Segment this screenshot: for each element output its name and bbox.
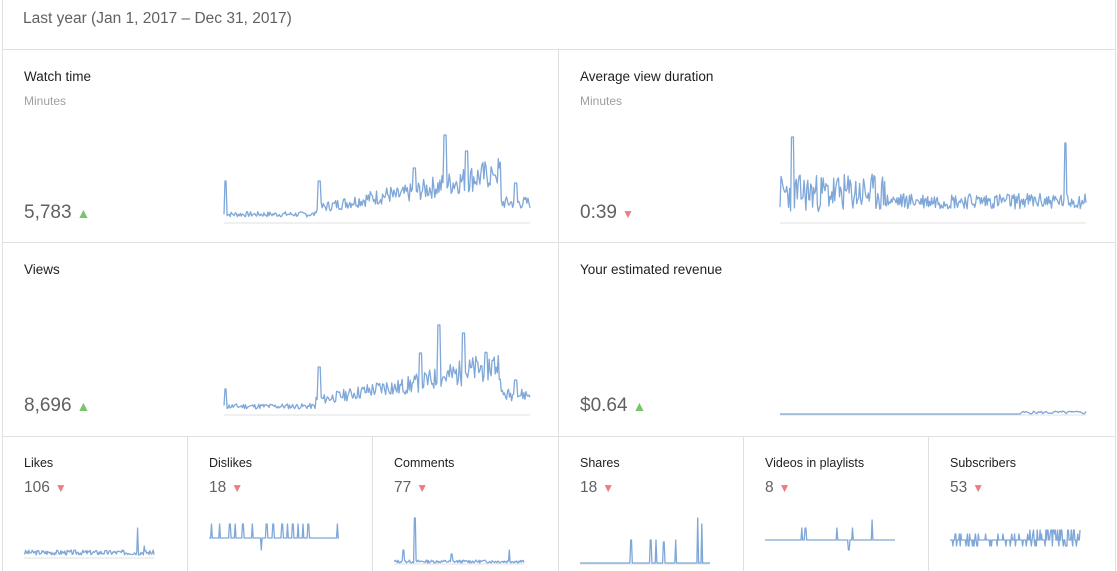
divider (3, 436, 1116, 437)
triangle-down-icon: ▼ (416, 481, 429, 495)
card-value: 0:39 (580, 202, 617, 223)
watch-time-sparkline (223, 134, 531, 224)
sparkline-series (950, 529, 1081, 547)
triangle-up-icon: ▲ (76, 398, 91, 414)
sparkline-series (765, 519, 895, 551)
divider (3, 49, 1116, 50)
videos-in-playlists-sparkline (765, 519, 895, 551)
card-value: 5,783 (24, 202, 72, 223)
card-value: 18 (580, 479, 598, 496)
card-value-row: 8,696 ▲ (24, 395, 90, 417)
subscribers-sparkline (950, 529, 1081, 547)
card-title: Subscribers (950, 456, 1016, 470)
triangle-up-icon: ▲ (76, 205, 91, 221)
card-value: 18 (209, 479, 227, 496)
card-value-row: $0.64 ▲ (580, 395, 646, 417)
divider (3, 242, 1116, 243)
card-value-row: 8 ▼ (765, 479, 791, 497)
card-value-row: 53 ▼ (950, 479, 984, 497)
triangle-down-icon: ▼ (231, 481, 244, 495)
card-unit: Minutes (580, 94, 623, 108)
card-value-row: 77 ▼ (394, 479, 428, 497)
sparkline-series (223, 324, 531, 410)
card-value: 8,696 (24, 395, 72, 416)
card-unit: Minutes (24, 94, 67, 108)
card-value: 77 (394, 479, 412, 496)
sparkline-series (209, 523, 339, 551)
card-title: Watch time (24, 69, 92, 84)
card-value: 8 (765, 479, 774, 496)
divider (558, 436, 559, 571)
card-title: Dislikes (209, 456, 253, 470)
triangle-down-icon: ▼ (602, 481, 615, 495)
triangle-down-icon: ▼ (972, 481, 985, 495)
divider (372, 436, 373, 571)
views-sparkline (223, 324, 531, 416)
card-value-row: 0:39 ▼ (580, 202, 634, 224)
card-value-row: 18 ▼ (209, 479, 243, 497)
card-value: 53 (950, 479, 968, 496)
avg-view-duration-sparkline (779, 136, 1087, 224)
card-value-row: 18 ▼ (580, 479, 614, 497)
date-range-label[interactable]: Last year (Jan 1, 2017 – Dec 31, 2017) (23, 10, 292, 27)
sparkline-series (580, 517, 710, 564)
card-title: Average view duration (580, 69, 714, 84)
card-title: Shares (580, 456, 620, 470)
card-title: Likes (24, 456, 54, 470)
sparkline-series (23, 527, 155, 556)
divider (187, 436, 188, 571)
triangle-up-icon: ▲ (632, 398, 647, 414)
divider (743, 436, 744, 571)
card-value-row: 5,783 ▲ (24, 202, 90, 224)
card-value-row: 106 ▼ (24, 479, 67, 497)
card-title: Views (24, 262, 60, 277)
dislikes-sparkline (209, 523, 339, 551)
sparkline-series (780, 410, 1087, 415)
sparkline-series (393, 517, 525, 564)
divider (928, 436, 929, 571)
sparkline-series (223, 134, 531, 218)
shares-sparkline (580, 517, 710, 565)
divider (558, 49, 559, 436)
sparkline-series (779, 136, 1087, 213)
card-title: Videos in playlists (765, 456, 865, 470)
card-title: Your estimated revenue (580, 262, 723, 277)
triangle-down-icon: ▼ (54, 481, 67, 495)
comments-sparkline (393, 517, 525, 565)
triangle-down-icon: ▼ (621, 207, 634, 221)
card-value: 106 (24, 479, 50, 496)
revenue-sparkline (780, 410, 1087, 416)
likes-sparkline (23, 527, 155, 559)
card-value: $0.64 (580, 395, 628, 416)
card-title: Comments (394, 456, 455, 470)
triangle-down-icon: ▼ (778, 481, 791, 495)
